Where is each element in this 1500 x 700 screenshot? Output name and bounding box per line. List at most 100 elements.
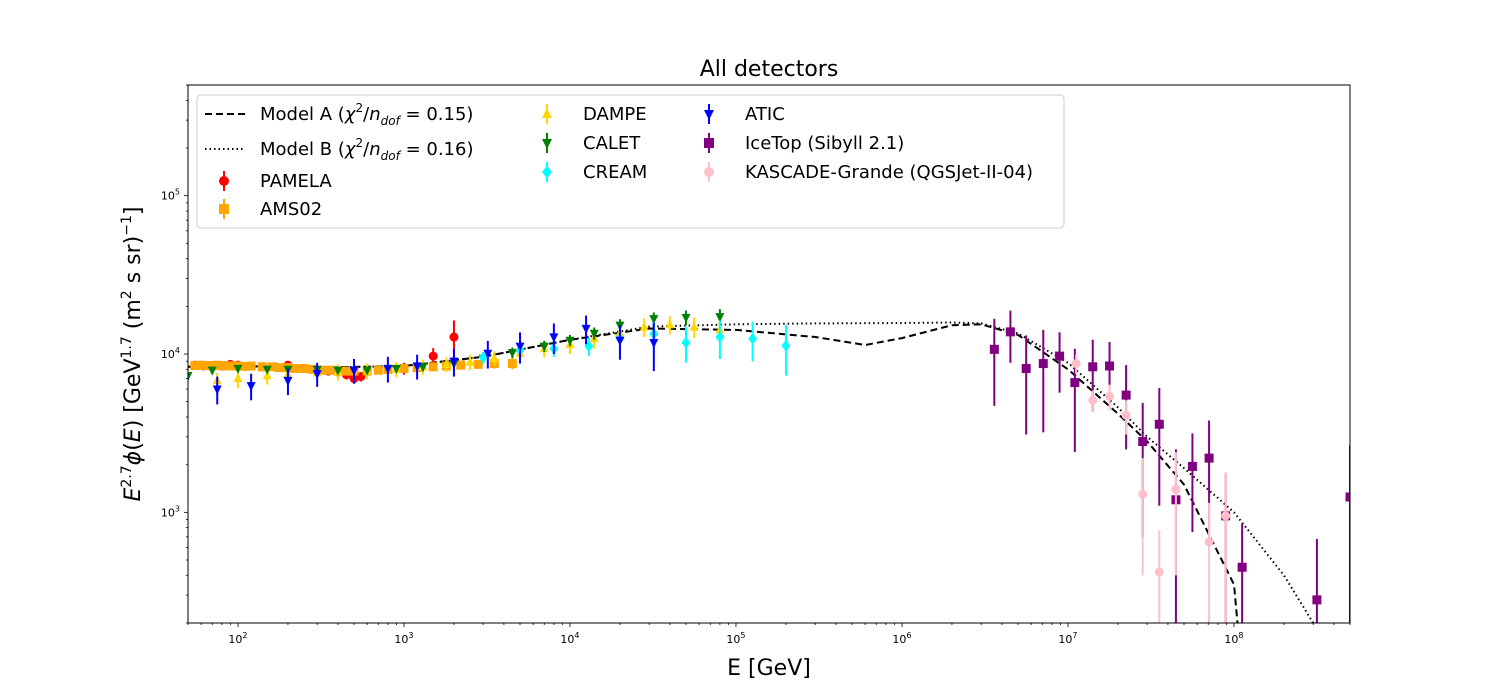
data-point [1071,354,1081,374]
data-point [715,320,725,359]
data-point [1105,384,1115,411]
data-point [1055,332,1065,393]
data-point [1237,523,1247,623]
data-point [1021,335,1031,435]
legend-item-calet: CALET [542,133,641,154]
data-point [246,361,256,371]
atic-series [212,315,659,405]
y-tick-label: 105 [161,188,180,203]
data-point [1204,502,1214,623]
data-point [246,373,256,401]
data-point [349,358,359,384]
legend-label: KASCADE-Grande (QGSJet-II-04) [745,162,1033,183]
legend: Model A (χ2/ndof = 0.15) Model B (χ2/ndof… [196,94,1065,229]
y-axis: 103 104 105 [161,84,188,624]
data-point [649,322,659,372]
data-point [262,365,272,375]
data-point [781,324,791,376]
legend-label: CREAM [583,162,647,183]
data-point [233,364,243,374]
x-tick-label: 106 [892,631,911,646]
data-point [473,359,483,369]
data-point [507,358,517,370]
data-point [290,363,300,373]
data-point [299,363,309,373]
kascade-grande-qgsjet-ii-04--series [1071,354,1231,623]
data-point [515,332,525,364]
legend-label: PAMELA [260,171,332,192]
x-tick-label: 105 [726,631,745,646]
x-axis: 102 103 104 105 106 107 108 [187,623,1351,646]
data-point [391,364,401,374]
data-point [565,334,575,347]
y-tick-label: 103 [161,504,180,519]
data-point [1005,310,1015,363]
data-point [584,337,594,357]
legend-item-pamela: PAMELA [219,171,332,192]
data-point [283,368,293,396]
data-point [507,347,517,359]
data-point [188,371,193,382]
legend-item-dampe: DAMPE [542,104,647,125]
data-point [1121,400,1131,435]
data-point [267,362,277,372]
x-tick-label: 102 [228,631,247,646]
data-point [639,318,649,338]
y-axis-label: E2.7ϕ(E) [GeV1.7 (m2 s sr)−1] [119,207,146,502]
data-point [581,315,591,345]
data-point [412,354,422,380]
data-point [1038,329,1048,433]
data-point [428,362,438,372]
data-point [383,356,393,383]
data-point [312,362,322,387]
data-point [689,317,699,339]
data-point [341,366,351,376]
x-tick-label: 107 [1058,631,1077,646]
legend-label: DAMPE [583,104,647,125]
data-point [1154,387,1164,506]
x-axis-label: E [GeV] [727,656,811,681]
data-point [489,351,499,366]
data-point [418,362,428,373]
model-curves [188,321,1315,623]
data-point [1088,390,1098,413]
data-point [681,327,691,363]
data-point [1221,471,1231,623]
legend-label: IceTop (Sibyll 2.1) [745,133,904,154]
model-a-curve [188,323,1239,623]
data-point [1312,538,1322,623]
y-tick-label: 104 [161,346,180,361]
chart-title: All detectors [700,57,839,82]
legend-frame [196,94,1065,229]
data-point [989,318,999,406]
legend-label: ATIC [745,104,785,125]
data-point [190,361,200,371]
legend-label: AMS02 [260,199,322,220]
data-point [373,365,383,375]
data-point [275,363,285,373]
legend-item-icetop-sibyll-2-1-: IceTop (Sibyll 2.1) [704,133,904,154]
data-point [748,321,758,362]
data-point [549,323,559,354]
data-point [589,327,599,340]
data-point [399,363,409,373]
legend-label: Model A (χ2/ndof = 0.15) [260,101,473,128]
legend-item-model-b: Model B (χ2/ndof = 0.16) [205,136,473,163]
data-point [1187,433,1197,533]
data-point [456,360,466,370]
data-point [483,340,493,369]
data-point [225,361,235,371]
data-point [1154,530,1164,623]
legend-item-model-a: Model A (χ2/ndof = 0.15) [205,101,473,128]
data-point [665,316,675,335]
data-point [307,364,317,374]
data-point [202,361,212,371]
legend-label: CALET [583,133,641,154]
data-point [1345,445,1350,623]
x-tick-label: 104 [560,631,579,646]
y-axis-label-group: E2.7ϕ(E) [GeV1.7 (m2 s sr)−1] [119,207,146,502]
data-point [207,366,217,376]
data-point [615,325,625,360]
legend-label: Model B (χ2/ndof = 0.16) [260,136,473,163]
